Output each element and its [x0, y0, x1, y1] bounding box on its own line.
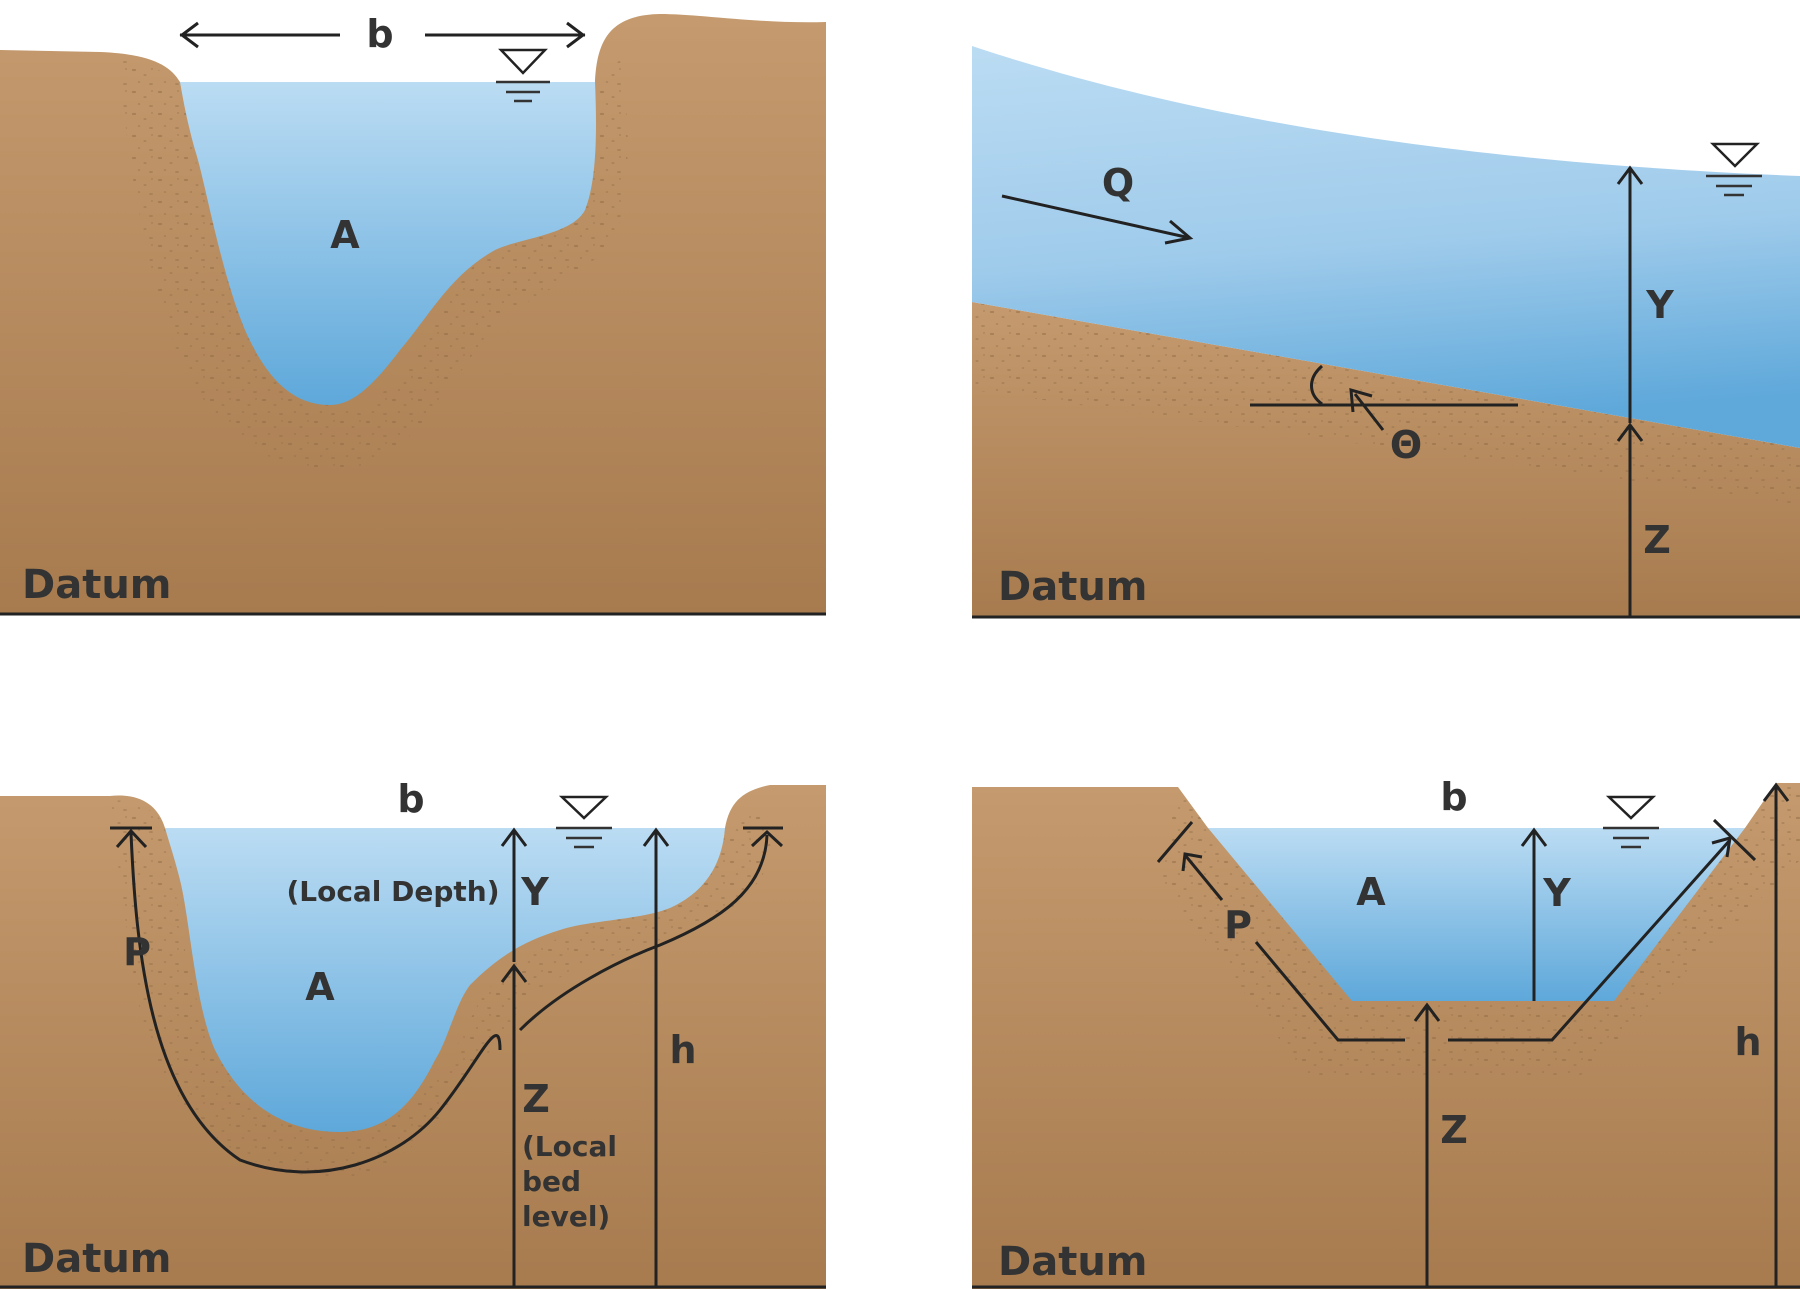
- datum-label: Datum: [998, 564, 1147, 610]
- label-local-bed-line-2: bed: [522, 1165, 581, 1198]
- depth-arrow: [500, 827, 528, 962]
- label-local-depth: (Local Depth): [286, 875, 499, 908]
- channel-water: [180, 82, 596, 405]
- channel-water: [1208, 828, 1745, 1001]
- panel-top-left: b A Datum: [0, 12, 826, 616]
- flow-arrow-icon: [1001, 194, 1194, 245]
- soil-grainy-band: [110, 800, 772, 1178]
- water-surface-symbol-icon: [496, 48, 550, 103]
- depth-arrow: [1616, 165, 1644, 423]
- label-b: b: [397, 777, 424, 821]
- label-area: A: [1356, 870, 1386, 914]
- label-head: h: [669, 1028, 696, 1072]
- b-dimension-arrow: [179, 21, 586, 49]
- channel-water: [165, 828, 725, 1132]
- label-bed-elevation: Z: [1440, 1108, 1468, 1152]
- label-local-bed-line-3: level): [522, 1200, 610, 1233]
- label-theta: Θ: [1390, 423, 1422, 467]
- label-local-bed-line-1: (Local: [522, 1130, 617, 1163]
- label-area: A: [305, 965, 335, 1009]
- label-area: A: [330, 213, 360, 257]
- slope-angle-marker: [1250, 364, 1518, 431]
- datum-label: Datum: [22, 562, 171, 608]
- depth-arrow: [1520, 827, 1548, 1001]
- label-head: h: [1734, 1020, 1761, 1064]
- label-depth: Y: [1542, 871, 1571, 915]
- water-surface-symbol-icon: [556, 795, 612, 849]
- soil-grainy-band: [120, 60, 628, 470]
- wetted-perimeter-curve: [110, 826, 784, 1174]
- panel-bottom-right: b A Y Z h P Datum: [972, 775, 1800, 1289]
- soil-grainy-band: [1160, 783, 1800, 1080]
- label-discharge: Q: [1102, 161, 1134, 205]
- label-wetted-perimeter: P: [1224, 903, 1252, 947]
- label-bed-elevation: Z: [522, 1077, 550, 1121]
- wetted-perimeter-line: [1156, 818, 1757, 1042]
- panel-top-right: Q Y Z Θ Datum: [972, 46, 1800, 619]
- panel-bottom-left: b (Local Depth) Y Z (Local bed level) h …: [0, 777, 826, 1289]
- label-depth: Y: [520, 870, 549, 914]
- water-surface-symbol-icon: [1603, 795, 1659, 849]
- datum-label: Datum: [998, 1239, 1147, 1285]
- label-wetted-perimeter: P: [123, 930, 151, 974]
- bed-level-arrow: [1413, 1002, 1441, 1287]
- label-b: b: [1440, 775, 1467, 819]
- datum-label: Datum: [22, 1236, 171, 1282]
- bed-elevation-arrow: [1616, 422, 1644, 617]
- label-elevation: Z: [1643, 518, 1671, 562]
- head-arrow: [1762, 782, 1790, 1287]
- water-surface-symbol-icon: [1706, 142, 1762, 197]
- bed-level-arrow: [500, 963, 528, 1287]
- flow-water: [972, 46, 1800, 448]
- head-arrow: [642, 827, 670, 1287]
- label-b: b: [366, 12, 393, 56]
- label-depth: Y: [1645, 283, 1674, 327]
